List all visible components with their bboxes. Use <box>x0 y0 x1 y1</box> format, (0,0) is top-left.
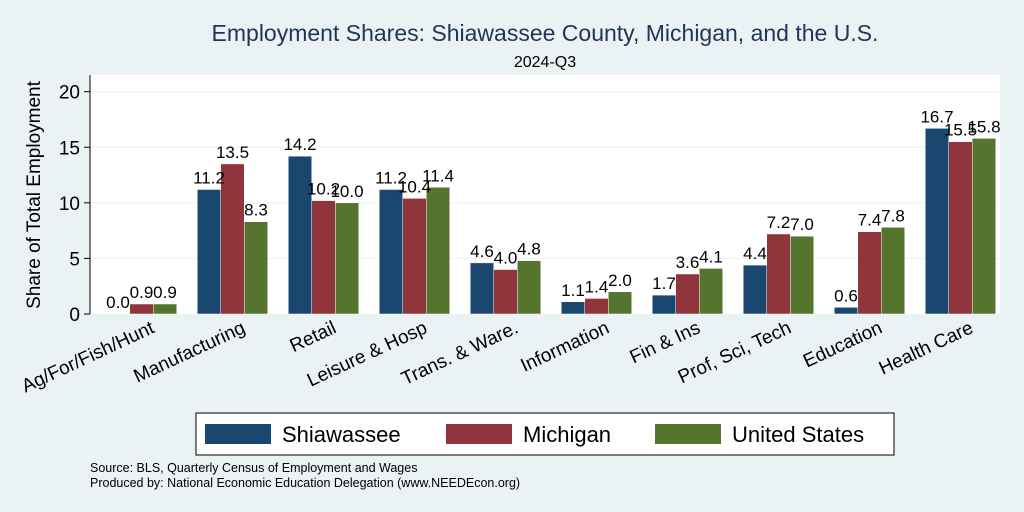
bar-united-states <box>881 227 905 315</box>
data-label: 11.4 <box>422 166 454 185</box>
legend-box <box>195 412 895 456</box>
data-label: 16.7 <box>920 107 953 126</box>
x-tick-label: Retail <box>287 317 340 357</box>
data-label: 10.0 <box>330 182 363 201</box>
source-note: Source: BLS, Quarterly Census of Employm… <box>90 461 417 475</box>
legend-label: Michigan <box>523 422 611 447</box>
data-label: 11.2 <box>193 168 225 187</box>
bar-united-states <box>517 260 541 315</box>
data-label: 0.0 <box>106 293 130 312</box>
data-label: 1.4 <box>585 277 609 296</box>
y-tick-label: 10 <box>59 194 80 215</box>
data-label: 0.9 <box>130 283 154 302</box>
bar-shiawassee <box>197 189 221 315</box>
bar-united-states <box>153 303 177 315</box>
bar-united-states <box>426 187 450 315</box>
x-tick-label: Education <box>800 317 885 372</box>
x-tick-label: Ag/For/Fish/Hunt <box>19 317 159 397</box>
chart-subtitle: 2024-Q3 <box>514 54 576 71</box>
y-tick-label: 15 <box>59 138 80 159</box>
data-label: 8.3 <box>244 201 268 220</box>
data-label: 7.0 <box>790 215 814 234</box>
data-label: 4.8 <box>517 240 541 259</box>
data-label: 4.1 <box>699 247 723 266</box>
data-label: 3.6 <box>676 253 700 272</box>
bar-michigan <box>766 233 791 315</box>
y-tick-label: 0 <box>69 305 80 326</box>
x-tick-label: Information <box>518 317 613 376</box>
data-label: 14.2 <box>283 135 316 154</box>
bar-michigan <box>857 231 882 315</box>
y-axis: 0 5 10 15 20 <box>59 75 91 326</box>
bar-shiawassee <box>652 294 676 315</box>
data-label: 4.6 <box>470 242 494 261</box>
legend-label: Shiawassee <box>282 422 401 447</box>
bar-michigan <box>311 200 336 315</box>
y-axis-label: Share of Total Employment <box>24 80 45 308</box>
legend: Shiawassee Michigan United States <box>195 412 895 456</box>
bar-united-states <box>699 268 723 315</box>
bar-shiawassee <box>743 264 767 315</box>
bar-united-states <box>608 291 632 315</box>
bar-united-states <box>335 202 359 315</box>
data-label: 7.4 <box>858 211 882 230</box>
data-labels: 0.00.9 0.911.213.58.314.210.210.011.210.4… <box>106 107 1000 312</box>
data-label: 2.0 <box>608 271 632 290</box>
produced-by-note: Produced by: National Economic Education… <box>90 476 520 490</box>
bar-michigan <box>493 269 518 315</box>
data-label: 7.2 <box>767 213 791 232</box>
y-tick-label: 5 <box>69 249 80 270</box>
bar-shiawassee <box>470 262 494 315</box>
bar-michigan <box>129 303 154 315</box>
legend-label: United States <box>732 422 864 447</box>
bar-united-states <box>790 235 814 315</box>
data-label: 1.7 <box>652 274 676 293</box>
legend-swatch-shiawassee <box>205 424 271 444</box>
bar-united-states <box>244 221 268 315</box>
data-label: 11.2 <box>375 168 407 187</box>
data-label: 4.4 <box>743 244 767 263</box>
data-label: 10.4 <box>398 177 431 196</box>
bar-shiawassee <box>834 307 858 315</box>
bar-shiawassee <box>925 128 949 315</box>
data-label: 4.0 <box>494 249 518 268</box>
bar-shiawassee <box>379 189 403 315</box>
data-label: 1.1 <box>561 281 585 300</box>
data-label: 13.5 <box>216 143 249 162</box>
bar-united-states <box>972 138 996 315</box>
data-label: 15.8 <box>967 117 1000 136</box>
chart-title: Employment Shares: Shiawassee County, Mi… <box>212 20 879 46</box>
data-label: 0.6 <box>834 286 858 305</box>
bar-michigan <box>948 141 973 315</box>
data-label: 0.9 <box>153 283 177 302</box>
y-tick-label: 20 <box>59 83 80 104</box>
x-tick-label: Health Care <box>876 317 977 379</box>
bar-michigan <box>584 298 609 315</box>
data-label: 10.2 <box>307 180 340 199</box>
bars <box>129 128 996 315</box>
legend-swatch-united-states <box>655 424 721 444</box>
bar-shiawassee <box>561 301 585 315</box>
data-label: 7.8 <box>881 206 905 225</box>
bar-michigan <box>402 198 427 315</box>
bar-michigan <box>675 273 700 315</box>
legend-swatch-michigan <box>446 424 512 444</box>
data-label: 15.5 <box>944 121 977 140</box>
